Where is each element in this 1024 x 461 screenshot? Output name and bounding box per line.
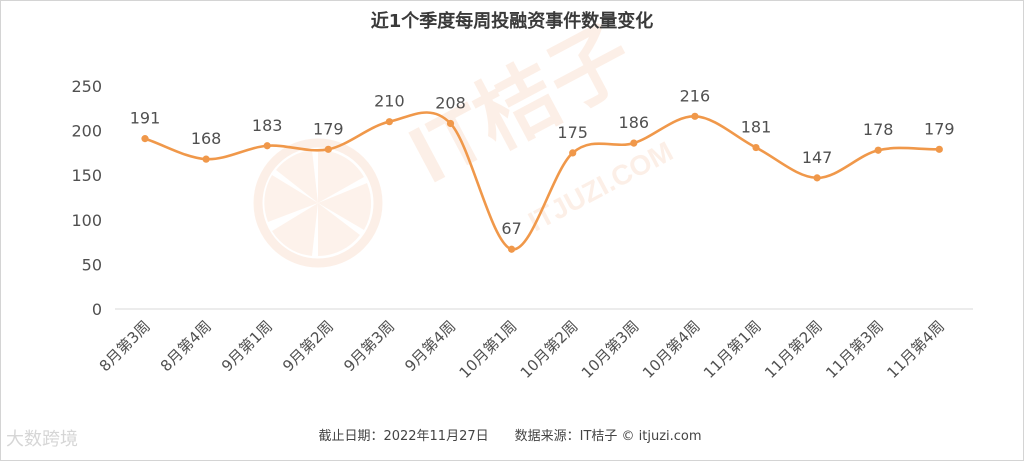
x-tick-label: 11月第3周 xyxy=(822,317,887,382)
data-point xyxy=(752,143,760,152)
data-label: 179 xyxy=(924,119,955,138)
data-point xyxy=(324,145,332,153)
data-label: 168 xyxy=(191,129,222,148)
data-point xyxy=(385,118,393,126)
data-label: 178 xyxy=(863,120,894,139)
data-label: 67 xyxy=(501,219,521,238)
x-tick-label: 11月第2周 xyxy=(761,317,826,382)
chart-footer-note: 截止日期：2022年11月27日 数据来源：IT桔子 © itjuzi.com xyxy=(318,429,701,444)
data-point xyxy=(508,245,516,253)
data-point xyxy=(202,155,210,163)
x-tick-label: 10月第4周 xyxy=(639,317,704,382)
data-label: 147 xyxy=(802,148,833,167)
y-tick-label: 250 xyxy=(71,77,102,96)
data-label: 179 xyxy=(313,119,344,138)
data-point xyxy=(691,112,699,120)
y-tick-label: 50 xyxy=(82,255,102,274)
y-tick-label: 150 xyxy=(71,166,102,185)
data-point xyxy=(813,174,821,182)
x-tick-label: 8月第4周 xyxy=(157,317,215,375)
chart-title: 近1个季度每周投融资事件数量变化 xyxy=(371,10,654,32)
y-tick-label: 0 xyxy=(92,300,102,319)
data-label: 210 xyxy=(374,92,405,111)
y-tick-label: 200 xyxy=(71,122,102,141)
data-point xyxy=(630,139,638,147)
data-point xyxy=(874,146,882,154)
x-tick-label: 10月第2周 xyxy=(517,317,582,382)
data-label: 175 xyxy=(557,123,588,142)
x-tick-label: 9月第1周 xyxy=(218,317,276,375)
corner-watermark-logo: 大数跨境 xyxy=(6,429,78,450)
data-label: 183 xyxy=(252,116,283,135)
x-tick-label: 9月第3周 xyxy=(340,317,398,375)
x-tick-label: 9月第2周 xyxy=(279,317,337,375)
data-labels: 191 168 183 179 210 208 67 175 186 216 181 147 178 17… xyxy=(130,86,955,238)
data-label: 208 xyxy=(435,93,466,112)
x-tick-label: 10月第3周 xyxy=(578,317,643,382)
x-tick-label: 11月第4周 xyxy=(883,317,948,382)
data-point xyxy=(446,119,455,128)
watermark-orange-segments xyxy=(264,150,372,256)
data-point xyxy=(569,149,577,157)
watermark-orange-icon xyxy=(253,138,383,268)
x-tick-label: 8月第3周 xyxy=(96,317,154,375)
data-point xyxy=(935,145,943,153)
data-label: 191 xyxy=(130,109,161,128)
watermark-url-text: ITJUZI.COM xyxy=(523,135,678,237)
x-tick-label: 10月第1周 xyxy=(456,317,521,382)
data-points xyxy=(141,112,943,253)
data-point xyxy=(141,135,149,143)
data-label: 186 xyxy=(619,113,650,132)
x-tick-label: 11月第1周 xyxy=(700,317,765,382)
y-tick-label: 100 xyxy=(71,211,102,230)
data-label: 216 xyxy=(680,86,711,105)
x-axis-tick-labels: 8月第3周 8月第4周 9月第1周 9月第2周 9月第3周 9月第4周10月第1周10月第… xyxy=(96,317,948,382)
x-tick-label: 9月第4周 xyxy=(401,317,459,375)
y-axis-tick-labels: 0 50 100 150 200 250 xyxy=(71,77,102,319)
data-point xyxy=(263,142,271,150)
data-label: 181 xyxy=(741,118,772,137)
series-line xyxy=(143,111,941,251)
